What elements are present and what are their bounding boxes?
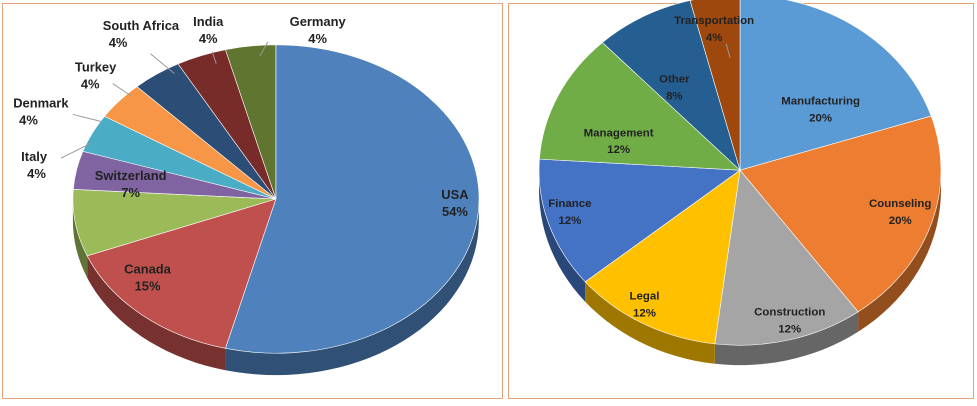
- slice-label-south-africa: South Africa: [103, 18, 180, 33]
- slice-label-turkey: Turkey: [75, 60, 117, 75]
- slice-value-management: 12%: [607, 144, 630, 156]
- pie-slice-usa: [225, 44, 480, 354]
- slice-label-canada: Canada: [124, 262, 171, 277]
- slice-label-finance: Finance: [548, 198, 591, 210]
- pie-slice-counseling: [739, 115, 942, 313]
- pie-slice-finance: [538, 158, 741, 283]
- slice-value-other: 8%: [666, 91, 683, 103]
- pie-slice-transportation: [689, 0, 741, 171]
- slice-label-denmark: Denmark: [13, 95, 69, 110]
- slice-value-india: 4%: [199, 31, 218, 46]
- slice-label-legal: Legal: [630, 291, 660, 303]
- pie-slice-germany: [225, 44, 277, 200]
- pie-side-construction: [714, 311, 859, 366]
- pie-side-legal: [585, 281, 715, 364]
- leader-line-italy: [60, 142, 92, 159]
- leader-line-turkey: [112, 83, 131, 96]
- pie-slice-management: [539, 42, 741, 171]
- leader-line-transportation: [725, 43, 731, 58]
- slice-label-management: Management: [584, 127, 654, 139]
- slice-label-counseling: Counseling: [869, 198, 931, 210]
- slice-label-germany: Germany: [290, 14, 347, 29]
- slice-value-switzerland: 7%: [121, 185, 140, 200]
- pie-slice-canada: [86, 198, 277, 349]
- slice-value-legal: 12%: [633, 307, 656, 319]
- leader-line-south-africa: [150, 53, 175, 75]
- slice-label-switzerland: Switzerland: [95, 168, 167, 183]
- pie-slice-manufacturing: [739, 0, 932, 171]
- slice-label-transportation: Transportation: [674, 15, 754, 27]
- pie-slice-legal: [584, 169, 741, 345]
- slice-value-south-africa: 4%: [109, 35, 128, 50]
- slice-label-usa: USA: [441, 187, 468, 202]
- slice-value-counseling: 20%: [889, 215, 912, 227]
- slice-label-italy: Italy: [21, 149, 48, 164]
- slice-value-finance: 12%: [558, 215, 581, 227]
- chart-panel-industry: Manufacturing 20% Counseling 20% Constructio…: [508, 0, 974, 399]
- slice-value-manufacturing: 20%: [809, 112, 832, 124]
- leader-line-india: [211, 51, 217, 64]
- pie-slice-construction: [714, 169, 859, 346]
- pie-side-counseling: [858, 170, 941, 332]
- pie-chart-industry: Manufacturing 20% Counseling 20% Constructio…: [538, 0, 942, 366]
- pie-side-canada: [87, 255, 226, 371]
- leader-line-germany: [259, 41, 269, 56]
- pie-side-switzerland: [72, 199, 88, 278]
- leader-line-denmark: [72, 113, 101, 122]
- slice-label-india: India: [193, 14, 224, 29]
- slice-label-other: Other: [659, 74, 690, 86]
- slice-value-canada: 15%: [135, 279, 161, 294]
- slice-label-construction: Construction: [754, 306, 825, 318]
- slice-value-germany: 4%: [308, 31, 327, 46]
- slice-value-turkey: 4%: [81, 77, 100, 92]
- pie-side-usa: [225, 199, 479, 376]
- pie-slice-other: [601, 0, 741, 172]
- slice-label-manufacturing: Manufacturing: [781, 95, 860, 107]
- slice-value-transportation: 4%: [706, 32, 723, 44]
- pie-chart-country: USA 54% Canada 15% Switzerland 7% Italy 4% Denma…: [13, 14, 480, 376]
- slice-value-italy: 4%: [27, 166, 46, 181]
- chart-panel-country: USA 54% Canada 15% Switzerland 7% Italy 4% Denma…: [2, 3, 503, 399]
- slice-value-denmark: 4%: [19, 112, 38, 127]
- slice-value-usa: 54%: [442, 204, 468, 219]
- slice-value-construction: 12%: [778, 323, 801, 335]
